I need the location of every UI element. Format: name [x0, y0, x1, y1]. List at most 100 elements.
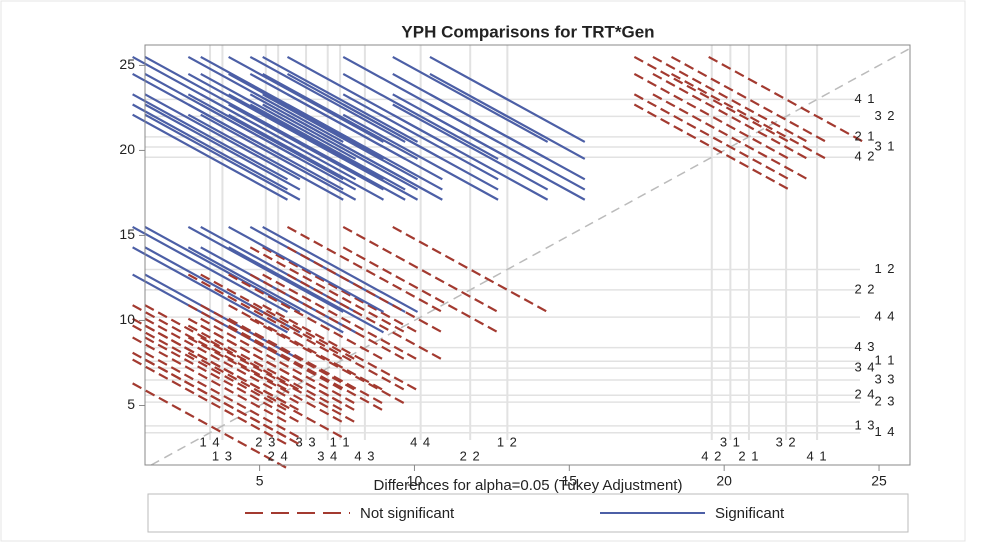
- significant-segment: [392, 103, 549, 191]
- significant-segment: [392, 72, 549, 160]
- x-level-label: 1 1: [330, 434, 351, 449]
- plot-frame: [144, 44, 911, 466]
- x-level-label: 1 4: [200, 434, 221, 449]
- significant-segment: [392, 93, 549, 181]
- significant-segment: [262, 72, 419, 160]
- significant-segment: [228, 103, 385, 191]
- x-level-label: 4 4: [410, 434, 431, 449]
- significant-segment: [342, 72, 499, 160]
- significant-segment: [392, 55, 549, 143]
- significant-segment: [228, 55, 385, 143]
- significant-segment: [342, 113, 499, 201]
- x-level-label: 4 3: [354, 448, 375, 463]
- significant-segment: [249, 55, 406, 143]
- significant-segment: [429, 72, 586, 160]
- x-level-label: 2 3: [255, 434, 276, 449]
- chart-title: YPH Comparisons for TRT*Gen: [401, 22, 654, 41]
- significant-segment: [342, 93, 499, 181]
- significant-segment: [429, 55, 586, 143]
- y-level-label: 3 1: [874, 138, 895, 153]
- x-tick-label: 20: [716, 473, 732, 489]
- significant-segment: [187, 246, 344, 334]
- significant-segment: [249, 103, 406, 191]
- significant-segment: [144, 246, 301, 334]
- y-level-label: 3 3: [874, 371, 895, 386]
- y-tick-label: 10: [119, 311, 135, 327]
- significant-segment: [228, 113, 385, 201]
- legend-box: [147, 493, 909, 533]
- x-level-label: 2 1: [738, 448, 759, 463]
- y-tick-label: 15: [119, 226, 135, 242]
- legend-label: Significant: [715, 505, 785, 522]
- x-tick-label: 5: [256, 473, 264, 489]
- y-level-label: 3 4: [854, 360, 875, 375]
- significant-segment: [187, 55, 344, 143]
- significant-segment: [187, 225, 344, 313]
- x-level-label: 4 1: [807, 448, 828, 463]
- x-tick-label: 10: [407, 473, 423, 489]
- y-tick-label: 25: [119, 56, 135, 72]
- significant-segment: [132, 113, 288, 201]
- significant-segment: [132, 93, 288, 181]
- y-level-label: 2 1: [854, 128, 875, 143]
- x-level-label: 4 2: [701, 448, 722, 463]
- significant-segment: [144, 103, 301, 191]
- significant-segment: [132, 246, 288, 334]
- y-tick-label: 20: [119, 141, 135, 157]
- significant-segment: [144, 93, 301, 181]
- significant-segment: [262, 225, 419, 313]
- significant-segment: [200, 113, 357, 201]
- x-level-label: 1 3: [212, 448, 233, 463]
- x-tick-label: 25: [871, 473, 887, 489]
- x-level-label: 3 3: [296, 434, 317, 449]
- x-tick-label: 15: [562, 473, 578, 489]
- y-level-label: 2 2: [854, 281, 875, 296]
- significant-segment: [187, 93, 344, 181]
- y-level-label: 4 3: [854, 339, 875, 354]
- significant-segment: [286, 55, 443, 143]
- significant-segment: [249, 72, 406, 160]
- y-level-label: 4 4: [874, 309, 895, 324]
- legend-label: Not significant: [360, 505, 455, 522]
- significant-segment: [228, 246, 385, 334]
- significant-segment: [187, 103, 344, 191]
- x-level-label: 3 4: [317, 448, 338, 463]
- y-level-label: 4 1: [854, 91, 875, 106]
- significant-segment: [200, 72, 357, 160]
- significant-segment: [228, 93, 385, 181]
- significant-segment: [262, 55, 419, 143]
- significant-segment: [187, 113, 344, 201]
- significant-segment: [262, 93, 419, 181]
- significant-segment: [249, 113, 406, 201]
- significant-segment: [286, 103, 443, 191]
- significant-segment: [200, 103, 357, 191]
- significant-segment: [342, 55, 499, 143]
- y-level-label: 1 3: [854, 417, 875, 432]
- x-level-label: 2 4: [268, 448, 289, 463]
- significant-segment: [187, 72, 344, 160]
- significant-segment: [228, 72, 385, 160]
- y-level-label: 1 1: [874, 353, 895, 368]
- y-level-label: 1 2: [874, 261, 895, 276]
- y-level-label: 3 2: [874, 108, 895, 123]
- x-level-label: 3 1: [720, 434, 741, 449]
- significant-segment: [286, 113, 443, 201]
- significant-segment: [144, 113, 301, 201]
- significant-segment: [262, 103, 419, 191]
- y-level-label: 2 4: [854, 387, 875, 402]
- significant-segment: [286, 72, 443, 160]
- significant-segment: [200, 93, 357, 181]
- significant-segment: [132, 103, 288, 191]
- x-level-label: 3 2: [776, 434, 797, 449]
- x-level-label: 2 2: [460, 448, 481, 463]
- y-level-label: 2 3: [874, 394, 895, 409]
- significant-segment: [132, 225, 288, 313]
- significant-segment: [228, 225, 385, 313]
- y-level-label: 1 4: [874, 424, 895, 439]
- significant-segment: [144, 225, 301, 313]
- y-tick-label: 5: [127, 396, 135, 412]
- x-level-label: 1 2: [497, 434, 518, 449]
- legend-title: Differences for alpha=0.05 (Tukey Adjust…: [374, 477, 683, 494]
